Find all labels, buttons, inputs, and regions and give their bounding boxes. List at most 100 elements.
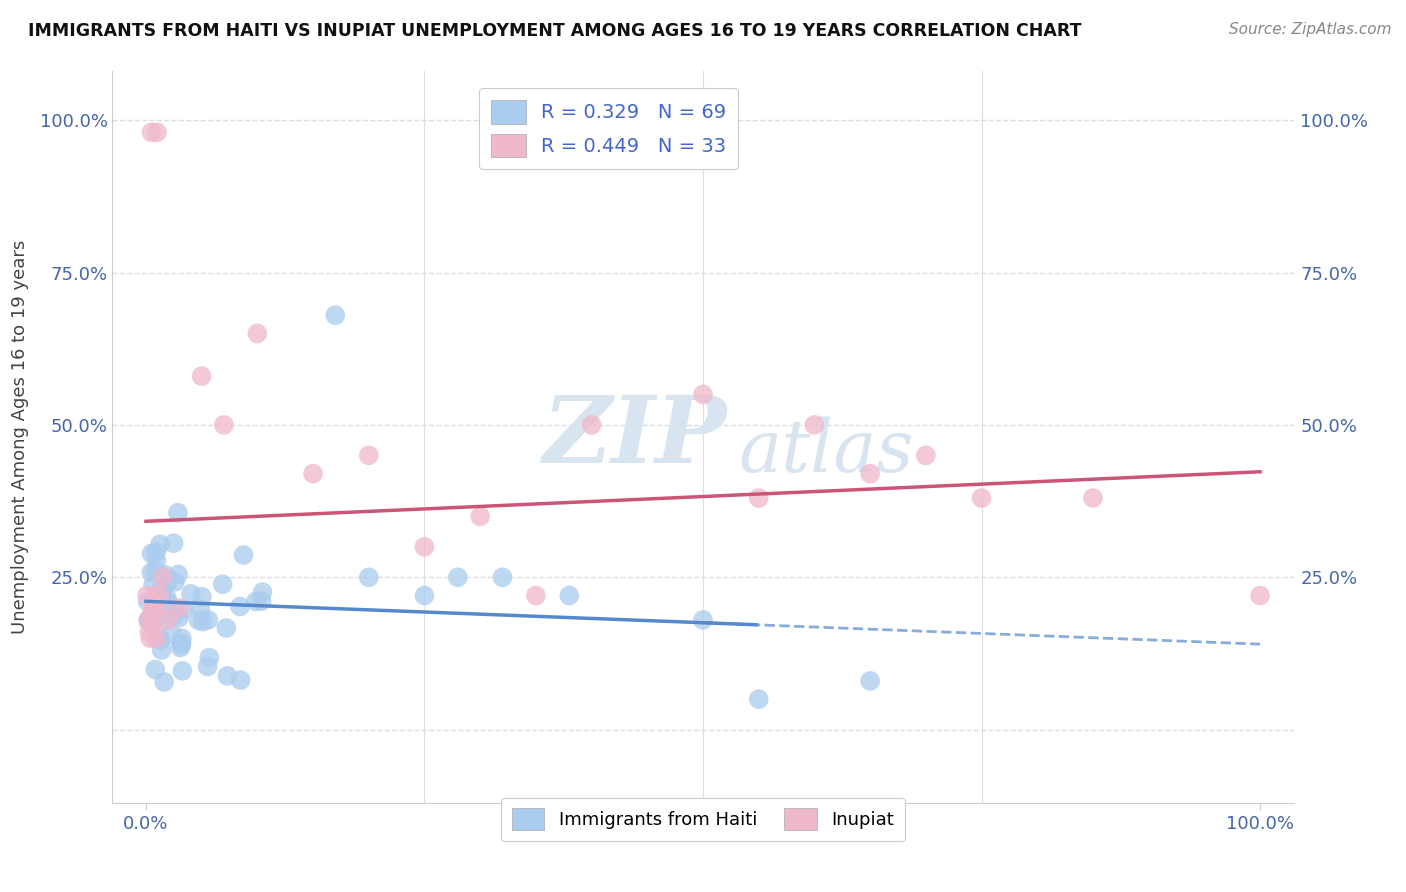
Point [142,578,165,592]
Point [970,491,993,505]
Point [170,636,193,650]
Point [143,589,166,603]
Point [156,591,179,606]
Point [491,570,513,584]
Legend: Immigrants from Haiti, Inupiat: Immigrants from Haiti, Inupiat [501,797,905,841]
Point [153,675,176,690]
Point [145,565,167,579]
Point [150,615,173,629]
Point [149,537,172,551]
Point [169,640,191,655]
Point [157,595,180,609]
Point [232,548,254,562]
Point [167,567,190,582]
Point [141,125,163,139]
Point [150,598,173,612]
Point [748,692,770,706]
Point [748,491,770,505]
Point [357,570,380,584]
Point [217,669,239,683]
Point [146,631,169,645]
Point [155,573,177,587]
Point [692,387,714,401]
Point [470,509,492,524]
Point [170,638,193,652]
Point [150,581,173,595]
Point [163,574,186,589]
Point [142,600,165,615]
Point [141,607,163,621]
Point [212,417,235,432]
Point [413,540,436,554]
Point [170,632,193,646]
Point [136,589,159,603]
Point [413,589,436,603]
Point [198,650,221,665]
Point [157,613,180,627]
Point [803,417,825,432]
Point [914,448,936,462]
Point [136,613,159,627]
Point [162,609,184,624]
Point [145,632,167,646]
Point [524,589,547,603]
Point [323,308,346,322]
Point [229,673,252,687]
Point [197,659,219,673]
Point [172,664,194,678]
Point [1249,589,1271,603]
Point [302,467,325,481]
Point [859,673,882,688]
Point [142,619,165,633]
Point [187,614,209,628]
Point [149,633,172,648]
Point [163,602,186,616]
Point [150,583,173,598]
Point [447,570,470,584]
Point [160,627,183,641]
Point [246,326,269,341]
Point [190,369,212,384]
Text: Source: ZipAtlas.com: Source: ZipAtlas.com [1229,22,1392,37]
Point [153,567,176,582]
Point [145,554,167,568]
Point [139,632,162,646]
Point [169,600,191,615]
Text: ZIP: ZIP [543,392,727,482]
Point [138,612,160,626]
Point [167,506,190,520]
Point [558,589,581,603]
Point [250,594,273,608]
Point [136,594,159,608]
Point [156,576,179,591]
Point [252,585,274,599]
Text: atlas: atlas [738,417,914,487]
Point [149,587,172,601]
Point [150,590,173,604]
Point [150,643,173,657]
Point [148,589,170,603]
Point [138,625,160,640]
Point [859,467,882,481]
Point [357,448,380,462]
Point [581,417,603,432]
Point [197,613,219,627]
Text: IMMIGRANTS FROM HAITI VS INUPIAT UNEMPLOYMENT AMONG AGES 16 TO 19 YEARS CORRELAT: IMMIGRANTS FROM HAITI VS INUPIAT UNEMPLO… [28,22,1081,40]
Point [229,599,252,614]
Point [191,590,214,604]
Point [148,597,170,611]
Point [141,566,163,580]
Point [146,600,169,615]
Point [167,610,190,624]
Point [145,545,167,559]
Point [191,615,214,629]
Point [692,613,714,627]
Point [142,607,165,621]
Point [172,602,194,616]
Point [188,601,211,615]
Point [141,547,163,561]
Point [1081,491,1104,505]
Point [211,577,233,591]
Point [215,621,238,635]
Y-axis label: Unemployment Among Ages 16 to 19 years: Unemployment Among Ages 16 to 19 years [10,240,28,634]
